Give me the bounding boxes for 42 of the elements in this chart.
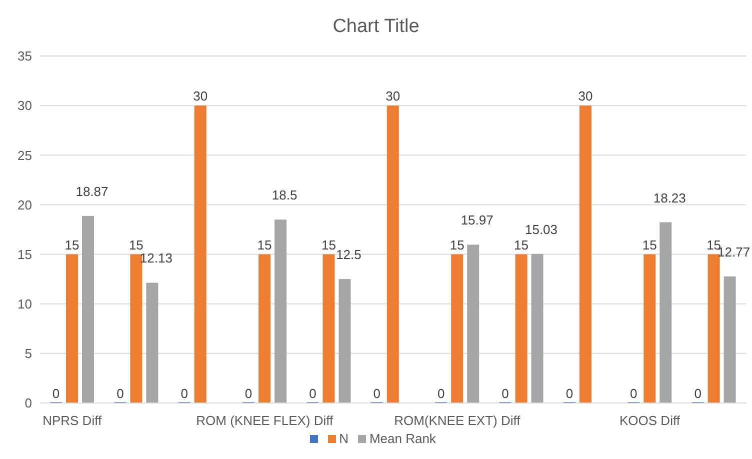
data-label: 30 (578, 88, 593, 104)
y-tick-label: 25 (18, 148, 32, 163)
data-label: 30 (193, 88, 208, 104)
y-tick-label: 20 (18, 197, 32, 212)
legend-label: N (339, 431, 348, 446)
y-tick-label: 35 (18, 48, 32, 64)
data-label: 15.03 (525, 222, 558, 237)
data-label: 18.23 (653, 190, 686, 206)
data-label: 0 (373, 386, 381, 401)
x-tick-label: NPRS Diff (42, 413, 102, 428)
data-label: 18.5 (272, 188, 298, 203)
data-label: 0 (52, 386, 60, 401)
x-tick-label: KOOS Diff (620, 413, 680, 428)
data-label: 15.97 (460, 212, 494, 228)
legend-label: Mean Rank (369, 431, 436, 446)
data-label: 15 (642, 237, 657, 252)
data-label: 0 (694, 386, 702, 401)
x-tick-label: ROM(KNEE EXT) Diff (394, 413, 521, 428)
data-label: 0 (437, 386, 445, 401)
data-label: 12.5 (336, 247, 362, 262)
data-label: 15 (257, 237, 272, 252)
y-tick-label: 15 (18, 246, 32, 262)
data-label: 0 (116, 386, 124, 401)
data-label: 0 (244, 386, 252, 401)
data-label: 0 (180, 386, 188, 401)
y-tick-label: 0 (24, 396, 32, 411)
data-label: 15 (128, 237, 144, 252)
y-tick-label: 30 (18, 98, 32, 114)
data-label: 0 (566, 386, 574, 401)
data-label: 0 (630, 386, 638, 401)
y-tick-label: 5 (24, 346, 32, 362)
data-label: 15 (64, 237, 80, 252)
chart-title: Chart Title (332, 16, 420, 39)
data-label: 15 (450, 237, 464, 252)
data-label: 15 (321, 237, 336, 252)
data-label: 30 (386, 88, 400, 104)
data-label: 18.87 (76, 184, 108, 199)
data-label: 0 (309, 386, 316, 401)
data-label: 0 (502, 386, 509, 401)
data-label: 15 (514, 237, 529, 252)
x-tick-label: ROM (KNEE FLEX) Diff (196, 413, 334, 428)
y-tick-label: 10 (18, 296, 32, 312)
